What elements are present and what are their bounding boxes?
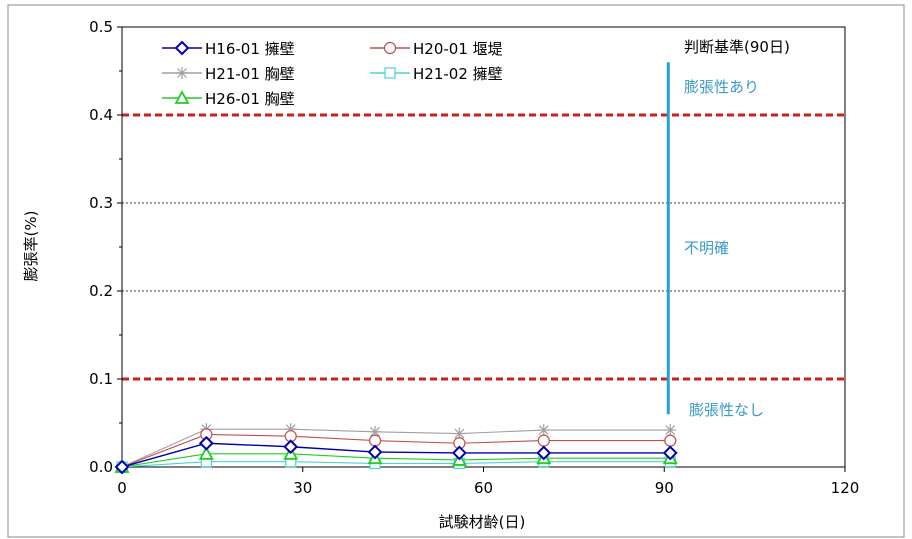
data-point xyxy=(453,427,466,440)
x-tick-label: 90 xyxy=(655,479,674,497)
legend-label: H26-01 胸壁 xyxy=(205,90,295,108)
legend-entry: H20-01 堰堤 xyxy=(370,40,503,58)
x-axis-title: 試験材齢(日) xyxy=(439,513,526,531)
data-point xyxy=(367,444,383,460)
chart-frame xyxy=(7,4,905,538)
legend-entry: H16-01 擁壁 xyxy=(162,40,295,58)
legend-label: H16-01 擁壁 xyxy=(205,40,295,58)
data-point xyxy=(662,445,678,461)
data-point xyxy=(198,445,214,460)
legend-entry: H21-01 胸壁 xyxy=(162,65,295,83)
data-point xyxy=(284,423,297,436)
data-point xyxy=(198,435,214,451)
x-tick-label: 30 xyxy=(293,479,312,497)
x-tick-label: 60 xyxy=(474,479,493,497)
y-tick-label: 0.5 xyxy=(89,18,113,36)
legend-label: H20-01 堰堤 xyxy=(413,40,503,58)
data-point-shape xyxy=(453,427,466,440)
data-point xyxy=(384,67,396,79)
data-point-shape xyxy=(537,424,550,437)
data-point xyxy=(383,41,397,55)
y-tick-label: 0.4 xyxy=(89,106,113,124)
legend-label: H21-02 擁壁 xyxy=(413,65,503,83)
data-point-shape xyxy=(284,423,297,436)
x-tick-label: 0 xyxy=(117,479,127,497)
data-point xyxy=(114,459,130,475)
data-point xyxy=(283,439,299,455)
y-tick-label: 0.2 xyxy=(89,282,113,300)
data-point xyxy=(537,424,550,437)
data-point xyxy=(664,424,677,437)
y-tick-label: 0.3 xyxy=(89,194,113,212)
y-tick-label: 0.0 xyxy=(89,458,113,476)
data-point xyxy=(451,445,467,461)
data-point-shape xyxy=(664,424,677,437)
legend-entry: H21-02 擁壁 xyxy=(370,65,503,83)
data-point xyxy=(368,434,382,447)
data-point-shape xyxy=(369,425,382,438)
legend-label: H21-01 胸壁 xyxy=(205,65,295,83)
x-tick-label: 120 xyxy=(831,479,860,497)
data-point-shape xyxy=(176,67,188,79)
y-tick-label: 0.1 xyxy=(89,370,113,388)
zone-label: 不明確 xyxy=(684,239,729,257)
zone-label: 膨張性なし xyxy=(689,401,764,419)
data-point xyxy=(537,434,550,447)
data-point xyxy=(664,434,677,447)
zone-label: 膨張性あり xyxy=(684,78,759,96)
data-point xyxy=(174,90,190,104)
criterion-title: 判断基準(90日) xyxy=(684,38,790,56)
data-point xyxy=(174,40,190,56)
data-point xyxy=(369,425,382,438)
data-point xyxy=(536,445,552,461)
y-axis-title: 膨張率(%) xyxy=(22,211,40,282)
data-point xyxy=(176,67,188,79)
legend-entry: H26-01 胸壁 xyxy=(162,90,295,108)
